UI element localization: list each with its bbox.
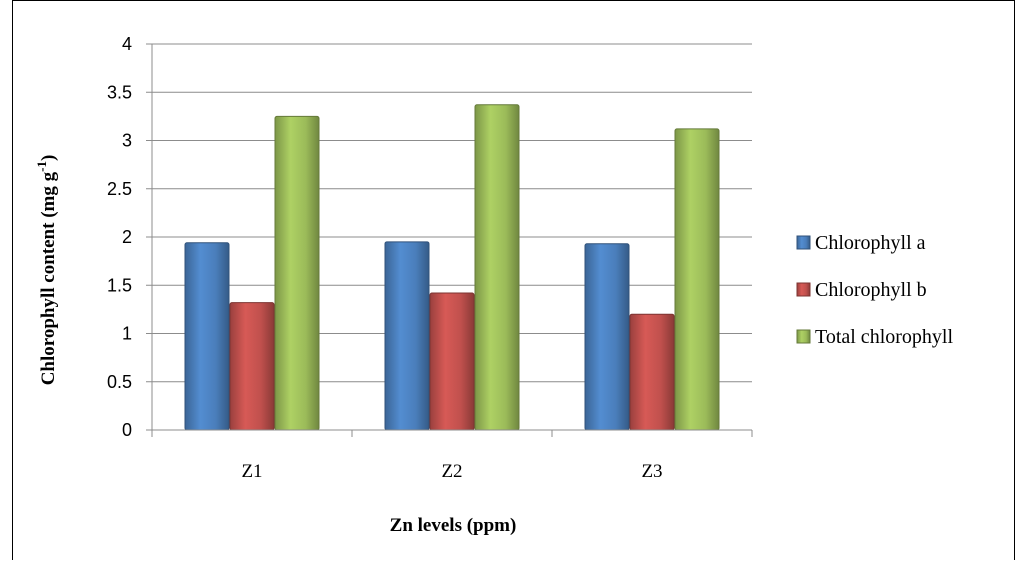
x-tick-label: Z3 bbox=[641, 461, 662, 482]
bar-chlorophyll-a-z2 bbox=[384, 241, 430, 431]
y-tick-label: 2.5 bbox=[107, 179, 132, 199]
legend-swatch bbox=[796, 235, 811, 250]
legend-label: Total chlorophyll bbox=[815, 326, 953, 348]
y-axis-title: Chlorophyll content (mg g-1) bbox=[34, 155, 59, 386]
bar-chlorophyll-b-z3 bbox=[629, 313, 675, 431]
bar-chlorophyll-b-z2 bbox=[429, 292, 475, 431]
x-axis-tick-labels: Z1 Z2 Z3 bbox=[241, 461, 662, 482]
bar-chlorophyll-a-z1 bbox=[184, 242, 230, 431]
bar-chlorophyll-a-z3 bbox=[584, 243, 630, 431]
legend-label: Chlorophyll a bbox=[815, 232, 926, 254]
y-tick-label: 1 bbox=[122, 324, 132, 344]
y-axis-title-superscript: -1 bbox=[34, 161, 49, 172]
legend-label: Chlorophyll b bbox=[815, 279, 927, 301]
y-tick-label: 2 bbox=[122, 227, 132, 247]
y-tick-label: 3.5 bbox=[107, 82, 132, 102]
bar-total-chlorophyll-z1 bbox=[274, 115, 320, 431]
legend: Chlorophyll a Chlorophyll b Total chloroph… bbox=[796, 232, 953, 348]
y-tick-label: 3 bbox=[122, 131, 132, 151]
y-axis-ticks: 0 0.5 1 1.5 2 2.5 3 3.5 4 bbox=[107, 34, 152, 440]
bar-total-chlorophyll-z2 bbox=[474, 104, 520, 431]
y-tick-label: 0.5 bbox=[107, 372, 132, 392]
y-axis-title-close: ) bbox=[38, 155, 59, 161]
x-axis-title: Zn levels (ppm) bbox=[390, 515, 517, 536]
y-axis-title-main: Chlorophyll content (mg g bbox=[38, 171, 59, 385]
x-tick-label: Z1 bbox=[241, 461, 262, 482]
x-tick-label: Z2 bbox=[441, 461, 462, 482]
y-tick-label: 0 bbox=[122, 420, 132, 440]
bar-total-chlorophyll-z3 bbox=[674, 128, 720, 431]
bar-chlorophyll-b-z1 bbox=[229, 302, 275, 431]
y-tick-label: 4 bbox=[122, 34, 132, 54]
axes bbox=[151, 44, 753, 437]
bars bbox=[184, 104, 720, 431]
chart-frame bbox=[12, 0, 1015, 560]
legend-swatch bbox=[796, 282, 811, 297]
legend-swatch bbox=[796, 329, 811, 344]
y-tick-label: 1.5 bbox=[107, 275, 132, 295]
